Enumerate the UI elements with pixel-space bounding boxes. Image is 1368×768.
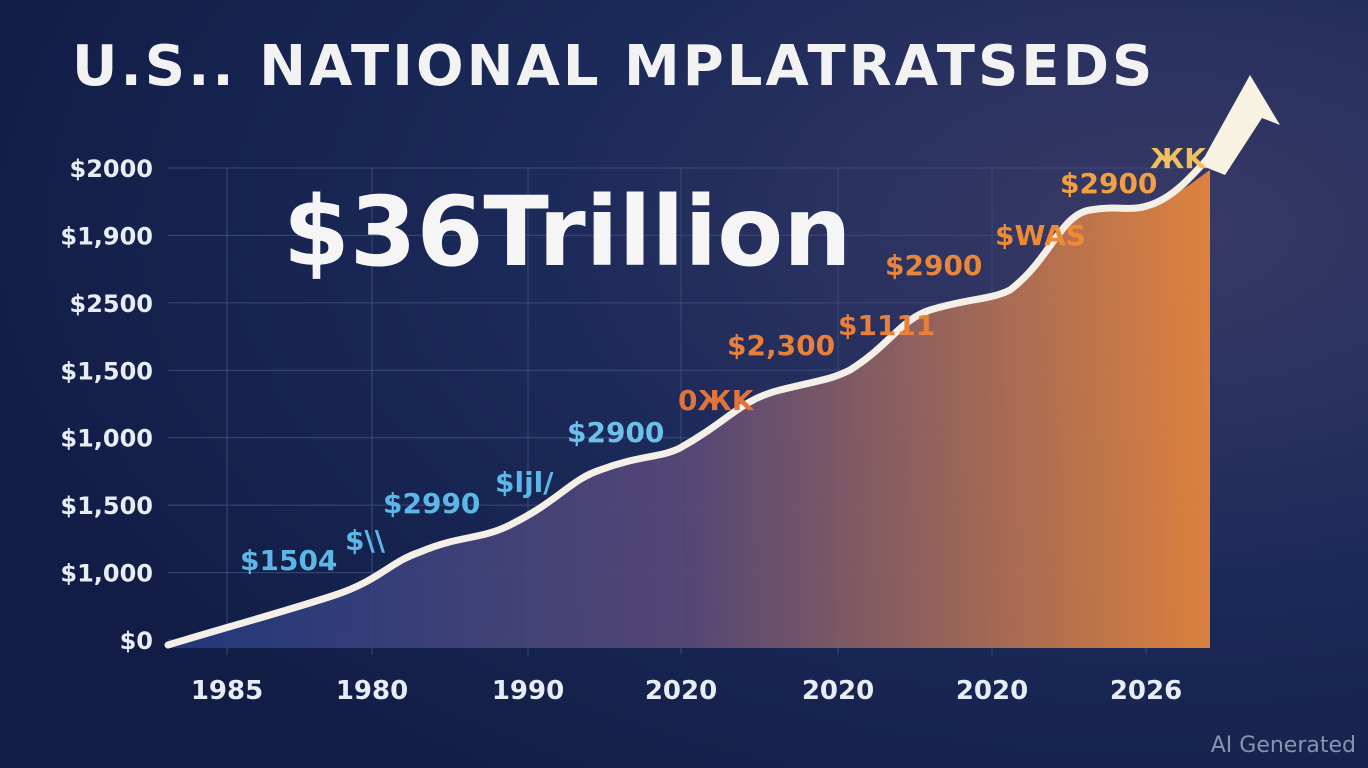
callout: $1111 xyxy=(838,309,935,342)
x-label: 1985 xyxy=(191,676,263,706)
y-label: $2500 xyxy=(70,290,154,318)
x-labels: 1985 1980 1990 2020 2020 2020 2026 xyxy=(191,676,1182,706)
y-label: $1,500 xyxy=(60,492,153,520)
callout: 0ЖK xyxy=(678,384,755,417)
callout: $1504 xyxy=(240,544,337,577)
y-label: $1,900 xyxy=(60,222,153,250)
y-label: $1,500 xyxy=(60,357,153,385)
y-labels: $2000 $1,900 $2500 $1,500 $1,000 $1,500 $1,000… xyxy=(60,155,153,655)
y-label: $2000 xyxy=(70,155,154,183)
y-label: $1,000 xyxy=(60,560,153,588)
callout: $\\ xyxy=(345,524,386,557)
callout: $2900 xyxy=(567,416,664,449)
trend-line xyxy=(164,136,1229,649)
y-label: $0 xyxy=(120,627,153,655)
x-label: 1990 xyxy=(492,676,564,706)
callouts: $1504$\\ $2990 $ljl/ $2900 0ЖK $2,300$1111 $29… xyxy=(240,142,1207,577)
y-label: $1,000 xyxy=(60,425,153,453)
callout: ЖK xyxy=(1150,142,1207,175)
callout: $2990 xyxy=(383,487,480,520)
x-label: 2020 xyxy=(956,676,1028,706)
area xyxy=(168,170,1210,648)
headline: $36Trillion xyxy=(283,176,852,288)
arrow-head xyxy=(1200,75,1280,175)
x-label: 2026 xyxy=(1110,676,1182,706)
callout: $2,300 xyxy=(727,329,835,362)
title: U.S.. NATIONAL MPLATRATSEDS xyxy=(72,34,1155,99)
callout: $2900 xyxy=(885,249,982,282)
callout: $2900 xyxy=(1060,167,1157,200)
x-label: 2020 xyxy=(802,676,874,706)
x-label: 2020 xyxy=(645,676,717,706)
callout: $WAS xyxy=(995,219,1086,252)
callout: $ljl/ xyxy=(495,466,554,499)
x-label: 1980 xyxy=(336,676,408,706)
watermark: AI Generated xyxy=(1211,733,1356,758)
